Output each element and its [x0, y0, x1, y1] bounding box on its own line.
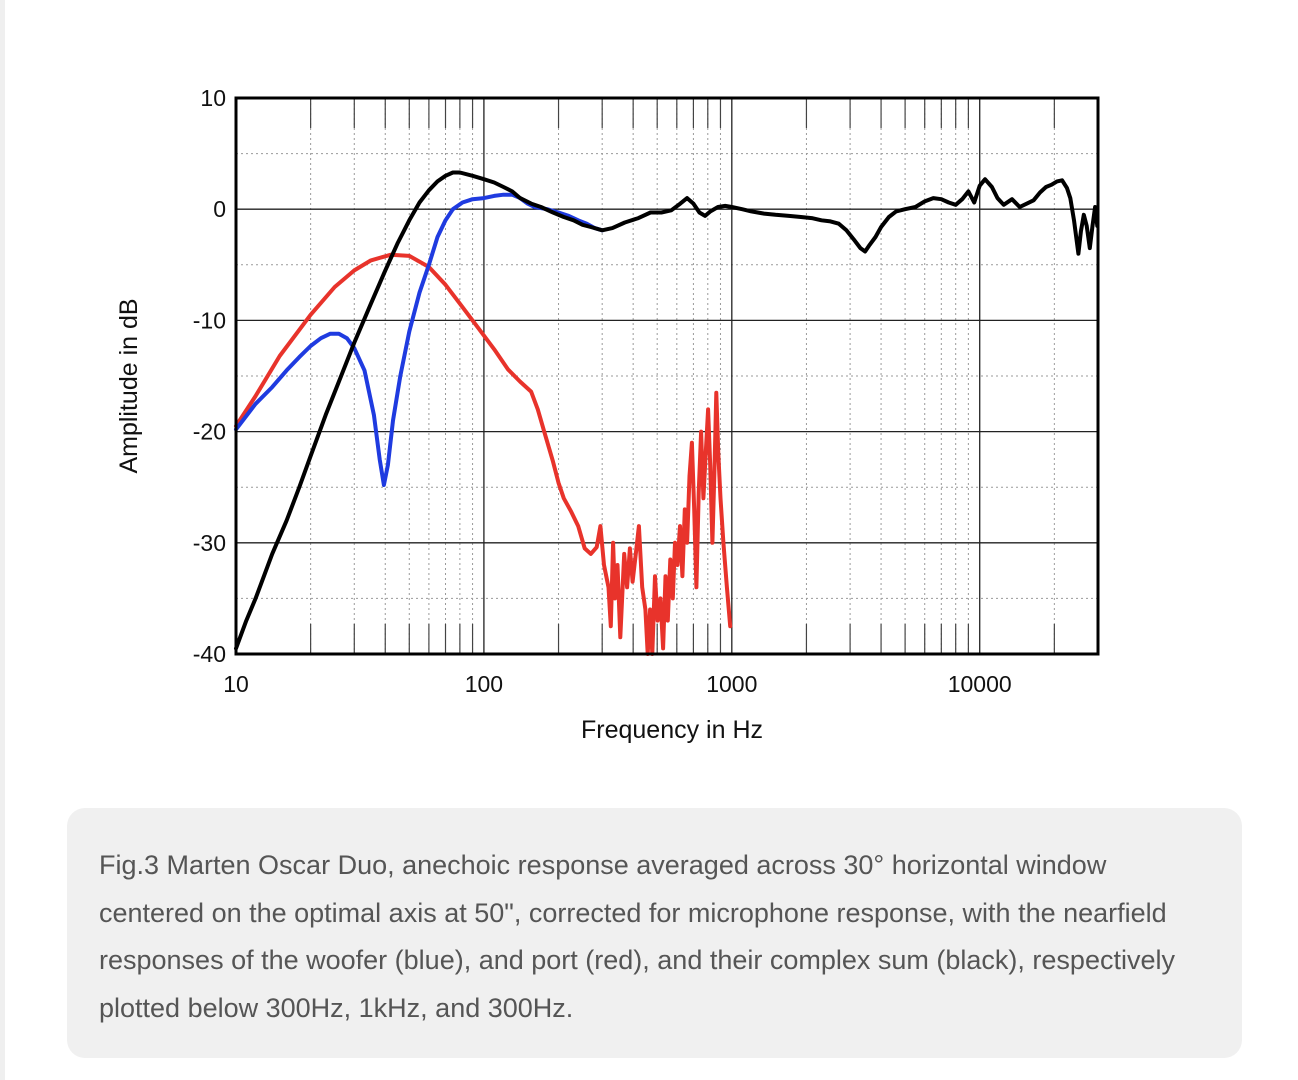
series-line-port [234, 252, 733, 656]
figure-caption-text: Fig.3 Marten Oscar Duo, anechoic respons… [99, 850, 1175, 1023]
y-tick-labels: 10 0 -10 -20 -30 -40 [193, 85, 226, 667]
series-layer [234, 170, 1100, 656]
y-axis-title: Amplitude in dB [115, 298, 143, 473]
x-tick-label: 10 [223, 671, 249, 697]
y-tick-label: -10 [193, 307, 226, 333]
x-tick-label: 10000 [948, 671, 1012, 697]
series-line-complex [234, 170, 1100, 651]
x-tick-labels: 10 100 1000 10000 [223, 671, 1011, 697]
x-tick-label: 1000 [706, 671, 757, 697]
left-edge-rule [0, 0, 5, 1080]
x-axis-title: Frequency in Hz [581, 716, 763, 744]
frequency-response-chart: 100-10-20-30-40 10 100 1000 10000 Frequency… [115, 85, 1100, 744]
plot-frame [234, 96, 1100, 656]
figure-caption-box: Fig.3 Marten Oscar Duo, anechoic respons… [67, 808, 1242, 1058]
y-tick-label: -30 [193, 530, 226, 556]
y-tick-label: 0 [213, 196, 226, 222]
y-tick-label: 10 [200, 85, 226, 111]
y-tick-label: -40 [193, 641, 226, 667]
y-tick-label: -20 [193, 419, 226, 445]
x-tick-label: 100 [465, 671, 503, 697]
